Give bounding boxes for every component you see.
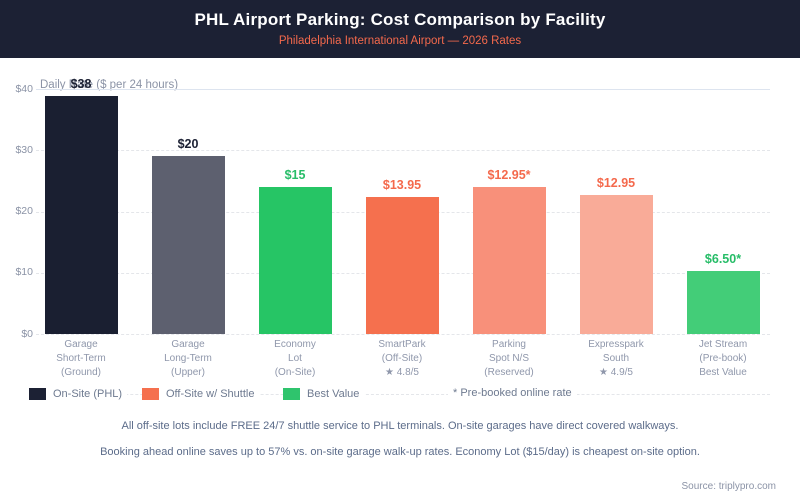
bar [151, 155, 225, 334]
gridline [36, 89, 770, 90]
gridline [36, 150, 770, 152]
category-label: Jet Stream (Pre-book) Best Value [698, 339, 748, 378]
bar-value-label: $12.95* [487, 168, 531, 182]
bar-value-label: $20 [177, 136, 199, 151]
legend-item: Best Value [283, 386, 365, 402]
y-tick-label: $30 [15, 143, 33, 156]
legend-item: Off-Site w/ Shuttle [142, 386, 260, 402]
y-tick-label: $0 [21, 327, 33, 340]
bar-value-label: $15 [284, 168, 306, 182]
page-subtitle: Philadelphia International Airport — 202… [278, 35, 522, 47]
bar-value-label: $6.50* [704, 251, 742, 266]
legend-label: Off-Site w/ Shuttle [166, 388, 255, 400]
page-title: PHL Airport Parking: Cost Comparison by … [194, 10, 606, 29]
gridline [36, 334, 770, 335]
source-credit: Source: triplypro.com [681, 481, 776, 492]
footnote-line-2: Booking ahead online saves up to 57% vs.… [100, 446, 700, 458]
category-label: Parking Spot N/S (Reserved) [484, 339, 534, 378]
category-label: Expresspark South ★ 4.9/5 [588, 339, 644, 378]
legend-item: On-Site (PHL) [29, 386, 128, 402]
y-tick-label: $10 [15, 266, 33, 279]
category-label: Garage Short-Term (Ground) [56, 339, 106, 378]
bar [44, 96, 118, 334]
plot-area: $38 $20 $15 $13.95 $12.95* $12.95 $6.50* [36, 77, 770, 335]
y-tick-label: $40 [15, 82, 33, 95]
category-label: Garage Long-Term (Upper) [164, 339, 212, 378]
bar-value-label: $12.95 [596, 175, 636, 190]
footnote-line-1: All off-site lots include FREE 24/7 shut… [121, 420, 679, 432]
legend-divider-line [30, 394, 770, 395]
bar [365, 196, 439, 334]
legend-swatch [29, 388, 46, 400]
bar [579, 194, 653, 334]
legend-footnote-marker: * Pre-booked online rate [448, 387, 577, 399]
legend-swatch [142, 388, 159, 400]
chart-legend: On-Site (PHL) Off-Site w/ Shuttle Best Val… [0, 386, 800, 404]
bar [686, 270, 760, 334]
legend-label: On-Site (PHL) [53, 388, 123, 400]
bar-value-label: $38 [70, 77, 92, 92]
y-tick-label: $20 [15, 205, 33, 217]
header-bar: PHL Airport Parking: Cost Comparison by … [0, 0, 800, 58]
legend-swatch [283, 388, 300, 400]
bar [472, 187, 546, 334]
category-label: SmartPark (Off-Site) ★ 4.8/5 [378, 339, 426, 378]
category-label: Economy Lot (On-Site) [274, 339, 316, 378]
bar [258, 187, 332, 334]
bar-value-label: $13.95 [382, 177, 422, 192]
legend-label: Best Value [307, 388, 360, 400]
y-axis-title: Daily Rate ($ per 24 hours) [40, 79, 179, 91]
